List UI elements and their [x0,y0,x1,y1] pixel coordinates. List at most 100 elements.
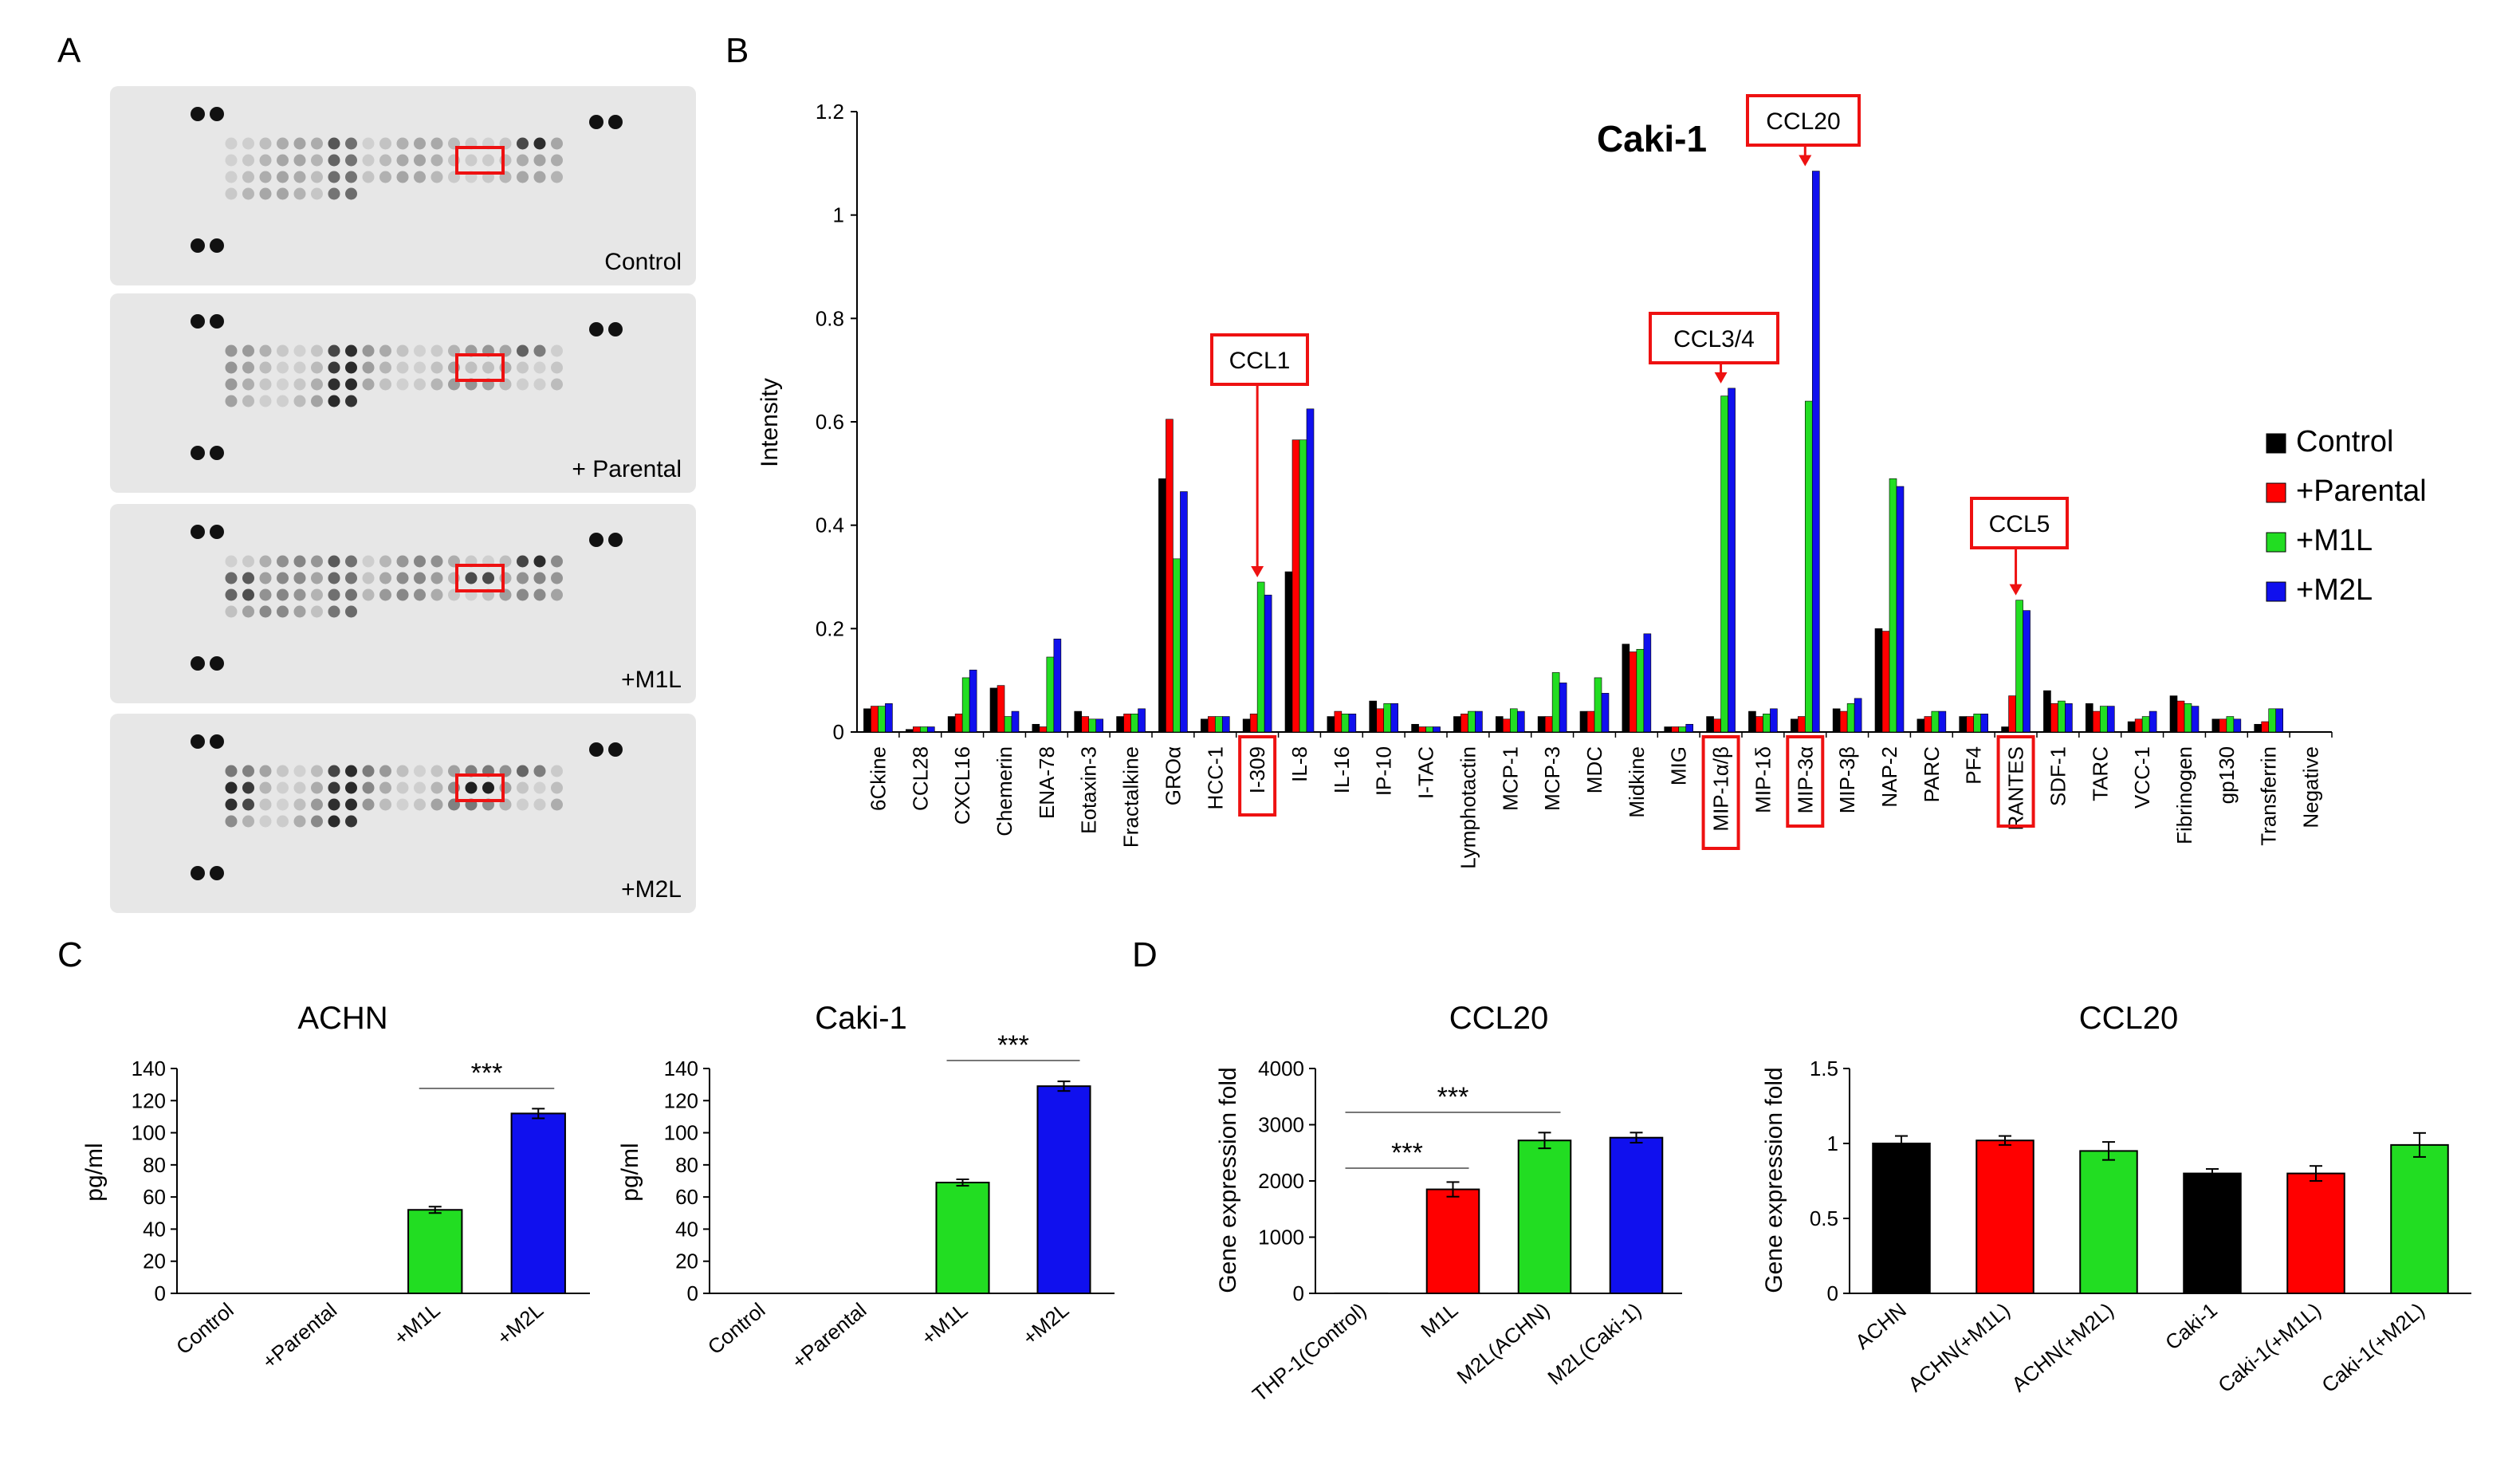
bar [1516,710,1525,733]
array-spot [225,781,238,794]
array-spot [430,361,443,374]
reference-spot [210,107,224,121]
bar [1804,400,1813,733]
array-spot [225,395,238,407]
array-spot [242,588,254,601]
y-tick-label: 40 [675,1217,698,1241]
reference-spot [608,533,623,547]
bar [947,716,956,733]
reference-spot [608,742,623,757]
array-spot [345,588,357,601]
reference-spot [210,866,224,880]
array-spot [517,588,529,601]
array-spot [242,378,254,391]
y-axis-label: pg/ml [81,1143,108,1201]
chart-title-caki1-elisa: Caki-1 [815,1001,907,1036]
bar [1832,708,1841,733]
bar [1728,388,1736,733]
array-spot [277,378,289,391]
array-spot [311,344,323,357]
array-spot [293,588,306,601]
array-spot [517,798,529,811]
category-label: gp130 [2215,746,2239,804]
array-spot [414,781,426,794]
array-spot [225,171,238,183]
array-spot [533,154,546,167]
bar [1327,716,1335,733]
array-spot [430,572,443,584]
array-spot [533,344,546,357]
array-spot [259,395,272,407]
bar [1839,710,1848,733]
bar [2286,1172,2345,1294]
y-axis-label: Gene expression fold [1215,1067,1241,1293]
array-spot [345,815,357,828]
blot-membrane: + Parental [110,293,696,493]
category-label: M2L(ACHN) [1453,1298,1555,1389]
bar [2092,710,2101,733]
array-spot [482,781,494,794]
category-label: I-309 [1245,746,1269,793]
bar [1200,718,1209,733]
array-spot [517,765,529,777]
category-highlight-box [1701,735,1740,850]
array-spot [551,137,563,150]
category-label: Fractalkine [1119,746,1143,848]
array-spot [277,344,289,357]
annotation-box [1210,333,1309,386]
array-spot [277,154,289,167]
bar [2141,716,2150,733]
bar [1173,558,1181,733]
bar [2176,700,2185,733]
bar [1502,718,1511,733]
bar [1685,723,1694,733]
membrane-background [110,293,696,493]
array-spot [430,798,443,811]
array-spot [482,154,494,167]
array-spot [259,815,272,828]
bar [1973,714,1982,733]
reference-spot [589,533,603,547]
highlight-box [455,353,505,382]
bar [2219,718,2227,733]
array-spot [259,781,272,794]
panel-label-d: D [1132,935,1158,974]
bar [2184,703,2192,733]
array-spot [328,815,340,828]
bar [1846,703,1855,733]
blot-label: +M1L [621,667,682,693]
array-spot [414,361,426,374]
bar [954,714,963,733]
achn-elisa-chart: ACHN pg/ml 0 20 40 60 80 100 120 140 Control +Par… [81,1001,590,1374]
array-spot [328,605,340,618]
array-spot [414,765,426,777]
bar [1130,714,1138,733]
array-spot [396,781,409,794]
array-spot [362,572,375,584]
array-spot [430,781,443,794]
array-spot [533,572,546,584]
array-spot [311,765,323,777]
bar [1924,716,1932,733]
category-label: ACHN(+M2L) [2007,1298,2117,1397]
annotation-box [1970,497,2069,549]
bar [1306,408,1315,733]
array-spot [362,798,375,811]
array-spot [465,781,478,794]
bar [997,685,1005,733]
category-label: M2L(Caki-1) [1543,1298,1646,1390]
blot-membrane: Control [110,86,696,285]
y-tick-label: 0 [1827,1281,1838,1305]
y-tick-label: 100 [132,1121,166,1145]
category-label: Caki-1(+M2L) [2317,1298,2428,1398]
bar [871,706,879,733]
significance-marker: *** [1391,1138,1423,1168]
array-spot [465,572,478,584]
category-label: I-TAC [1414,746,1438,799]
chart-title-caki1: Caki-1 [1597,118,1707,159]
bar [510,1112,566,1295]
bar [2085,703,2093,733]
y-tick-label: 0.5 [1810,1206,1838,1230]
array-spot [242,361,254,374]
reference-spot [210,238,224,253]
